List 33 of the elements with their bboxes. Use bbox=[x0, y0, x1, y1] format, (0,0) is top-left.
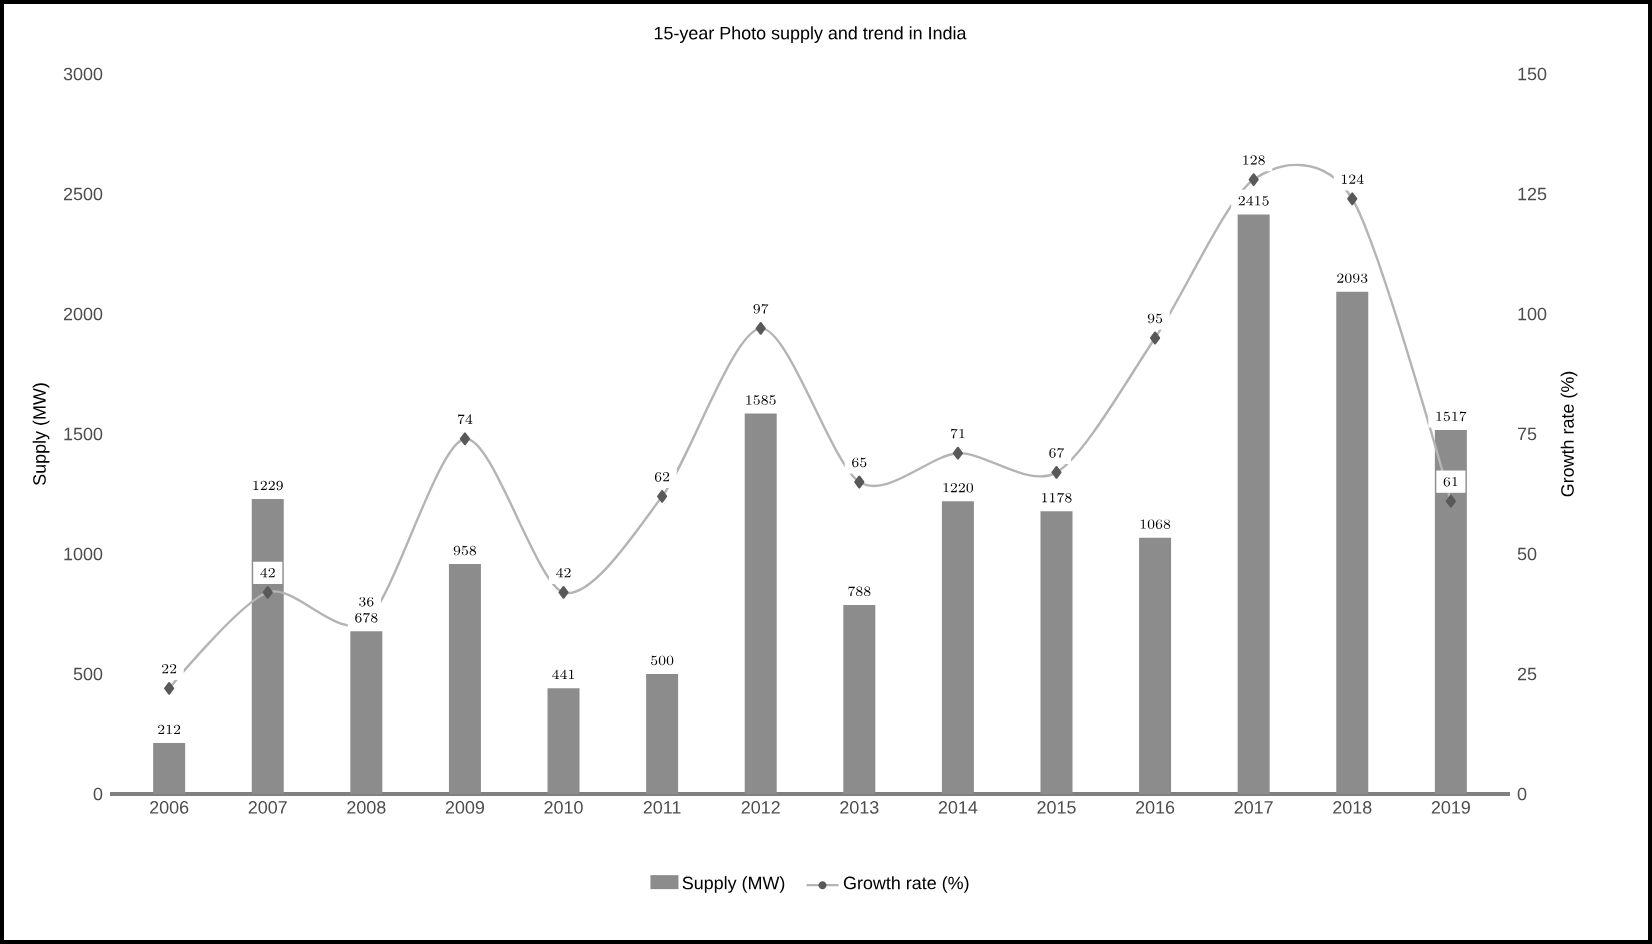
y2-tick-label: 125 bbox=[1518, 187, 1547, 201]
chart-title: 15-year Photo supply and trend in India bbox=[654, 26, 967, 43]
x-tick-label: 2018 bbox=[1333, 801, 1372, 814]
y2-tick-label: 0 bbox=[1517, 787, 1527, 801]
x-tick-label: 2019 bbox=[1431, 801, 1470, 814]
x-tick-label: 2007 bbox=[248, 801, 287, 814]
y-tick-label: 500 bbox=[73, 667, 103, 681]
y-axis-title: Supply (MW) bbox=[32, 383, 50, 485]
x-tick-label: 2012 bbox=[741, 801, 780, 814]
legend-label: Supply (MW) bbox=[682, 876, 785, 893]
x-tick-label: 2014 bbox=[938, 801, 978, 814]
y-tick-label: 1500 bbox=[64, 427, 103, 441]
x-tick-label: 2006 bbox=[150, 801, 189, 814]
legend-label: Growth rate (%) bbox=[843, 876, 969, 893]
y-tick-label: 2500 bbox=[63, 187, 103, 201]
y2-tick-label: 50 bbox=[1517, 547, 1537, 561]
y-tick-label: 2000 bbox=[63, 307, 103, 321]
x-tick-label: 2017 bbox=[1234, 801, 1273, 814]
x-tick-label: 2008 bbox=[347, 801, 386, 814]
y2-tick-label: 150 bbox=[1518, 67, 1547, 81]
y2-tick-label: 75 bbox=[1517, 427, 1537, 441]
y-tick-label: 3000 bbox=[63, 67, 103, 81]
y2-tick-label: 25 bbox=[1517, 667, 1537, 681]
x-tick-label: 2013 bbox=[840, 801, 879, 814]
y2-tick-label: 100 bbox=[1518, 307, 1547, 321]
y-tick-label: 1000 bbox=[64, 547, 103, 561]
x-tick-label: 2011 bbox=[643, 801, 681, 814]
y-tick-label: 0 bbox=[93, 787, 103, 801]
y2-axis-title: Growth rate (%) bbox=[1560, 371, 1578, 497]
x-tick-label: 2015 bbox=[1037, 801, 1076, 814]
x-tick-label: 2009 bbox=[445, 801, 485, 814]
x-tick-label: 2010 bbox=[544, 801, 583, 814]
x-tick-label: 2016 bbox=[1136, 801, 1175, 814]
